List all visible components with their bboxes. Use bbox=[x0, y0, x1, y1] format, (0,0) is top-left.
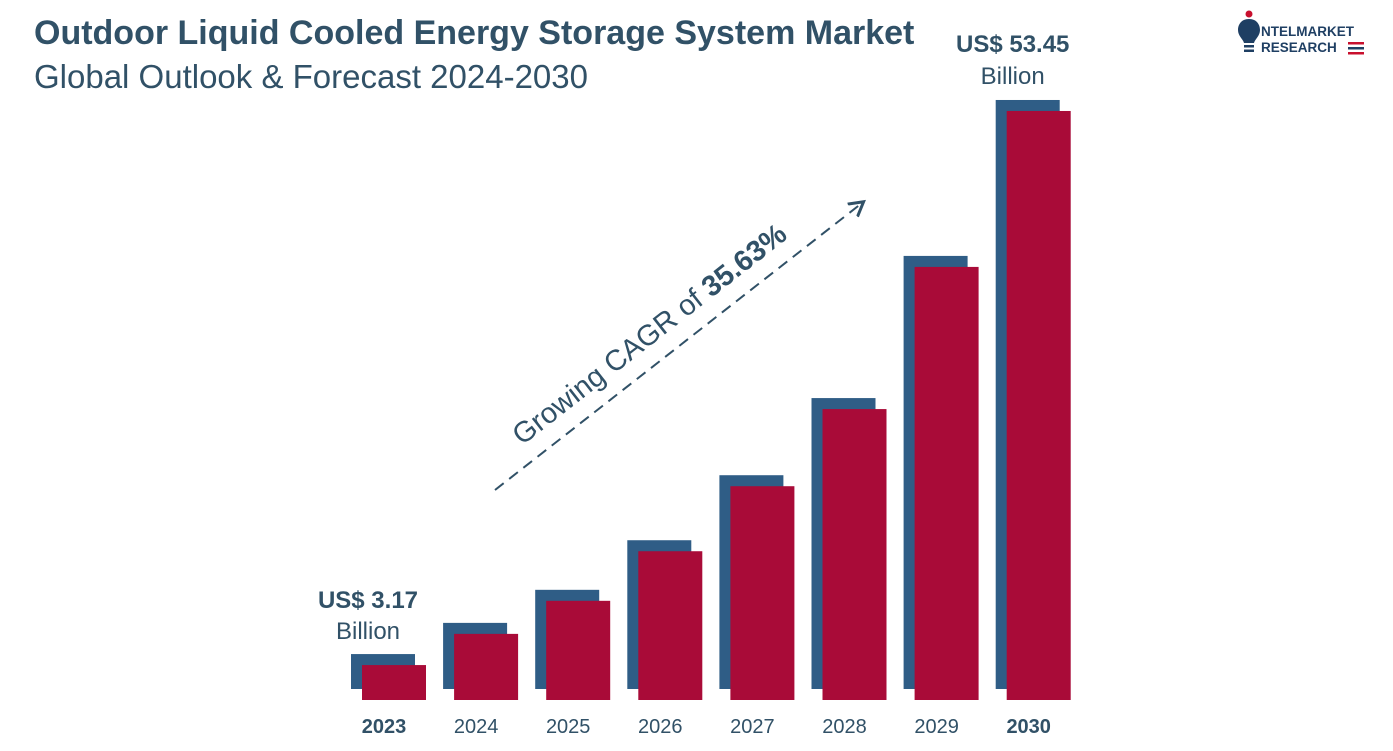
last-value-label: US$ 53.45 bbox=[956, 31, 1069, 58]
bars-group bbox=[351, 99, 1071, 700]
logo-dot-icon bbox=[1245, 10, 1253, 18]
logo-flag-stripe bbox=[1348, 52, 1364, 55]
x-axis-labels: 2023 2024 2025 2026 2027 2028 2029 2030 bbox=[362, 716, 1051, 738]
cagr-value: 35.63% bbox=[696, 218, 793, 304]
x-tick-label-2025: 2025 bbox=[546, 716, 591, 738]
logo-flag-stripe bbox=[1348, 47, 1364, 50]
last-value-unit: Billion bbox=[981, 63, 1045, 90]
x-tick-label-2024: 2024 bbox=[454, 716, 499, 738]
bar-2024 bbox=[454, 633, 519, 700]
page-title: Outdoor Liquid Cooled Energy Storage Sys… bbox=[34, 14, 915, 52]
logo-bulb-icon bbox=[1238, 19, 1260, 43]
logo-line1: NTELMARKET bbox=[1261, 24, 1355, 39]
x-tick-label-2029: 2029 bbox=[914, 716, 959, 738]
x-tick-label-2028: 2028 bbox=[822, 716, 867, 738]
x-tick-label-2026: 2026 bbox=[638, 716, 683, 738]
bar-2029 bbox=[914, 266, 979, 700]
x-tick-label-2027: 2027 bbox=[730, 716, 775, 738]
cagr-label: Growing CAGR of 35.63% bbox=[507, 218, 794, 452]
bar-2026 bbox=[638, 551, 703, 700]
bar-2030 bbox=[1006, 110, 1071, 700]
intelmarket-logo: NTELMARKET RESEARCH bbox=[1238, 10, 1364, 55]
bar-2025 bbox=[546, 600, 611, 700]
first-value-label: US$ 3.17 bbox=[318, 587, 418, 614]
logo-line2: RESEARCH bbox=[1261, 40, 1337, 55]
bar-2028 bbox=[822, 409, 887, 700]
cagr-prefix: Growing CAGR of bbox=[507, 278, 716, 451]
first-value-unit: Billion bbox=[336, 618, 400, 645]
x-tick-label-2023: 2023 bbox=[362, 716, 407, 738]
bar-2023 bbox=[362, 665, 426, 700]
cagr-arrow bbox=[494, 203, 862, 491]
bar-2027 bbox=[730, 486, 795, 700]
logo-flag-stripe bbox=[1348, 42, 1364, 45]
page-subtitle: Global Outlook & Forecast 2024-2030 bbox=[34, 58, 588, 95]
x-tick-label-2030: 2030 bbox=[1006, 716, 1051, 738]
